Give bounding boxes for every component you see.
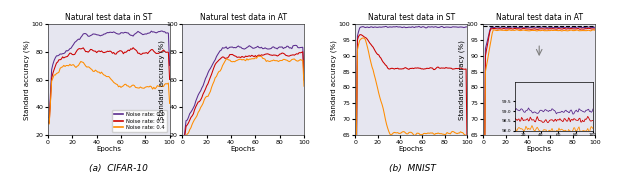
Text: (a)  CIFAR-10: (a) CIFAR-10 <box>89 164 148 173</box>
Title: Natural test data in AT: Natural test data in AT <box>200 13 287 22</box>
Title: Natural test data in ST: Natural test data in ST <box>65 13 152 22</box>
Y-axis label: Standard accuracy (%): Standard accuracy (%) <box>331 40 337 120</box>
X-axis label: Epochs: Epochs <box>399 146 424 152</box>
Y-axis label: Standard accuracy (%): Standard accuracy (%) <box>24 40 30 120</box>
Title: Natural test data in ST: Natural test data in ST <box>367 13 455 22</box>
Y-axis label: Standard accuracy (%): Standard accuracy (%) <box>158 40 164 120</box>
Y-axis label: Standard accuracy (%): Standard accuracy (%) <box>459 40 465 120</box>
Text: (b)  MNIST: (b) MNIST <box>389 164 436 173</box>
Title: Natural test data in AT: Natural test data in AT <box>496 13 582 22</box>
X-axis label: Epochs: Epochs <box>96 146 122 152</box>
Legend: Noise rate: 0.0, Noise rate: 0.2, Noise rate: 0.4: Noise rate: 0.0, Noise rate: 0.2, Noise … <box>112 110 167 132</box>
X-axis label: Epochs: Epochs <box>527 146 552 152</box>
X-axis label: Epochs: Epochs <box>230 146 256 152</box>
